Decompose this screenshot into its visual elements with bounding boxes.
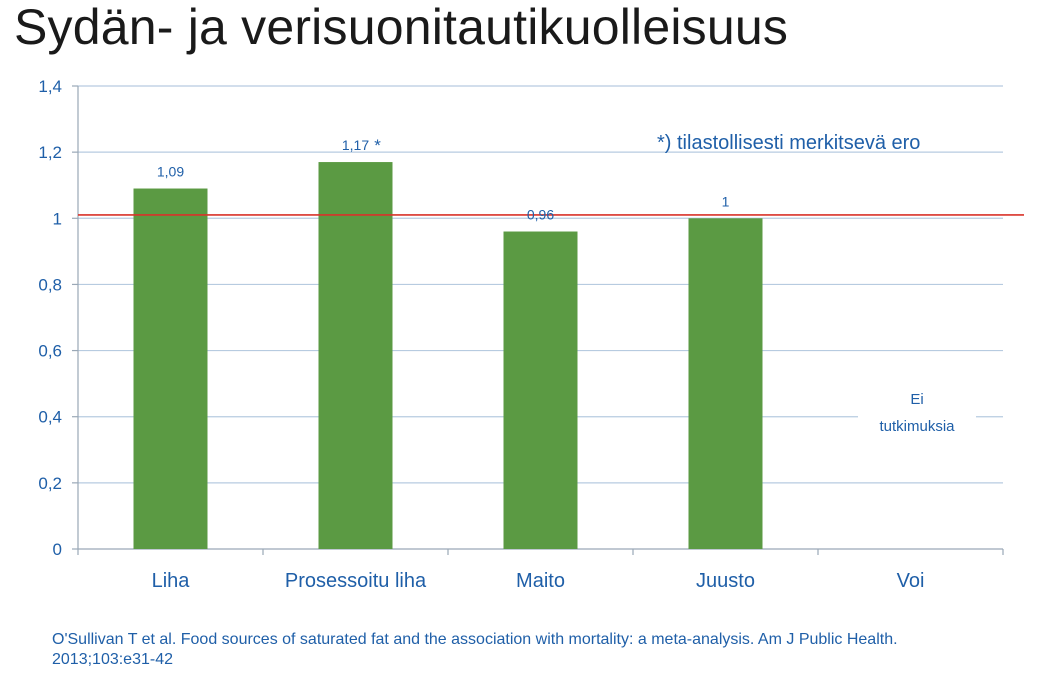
y-tick-label: 0 — [53, 540, 62, 559]
category-label: Voi — [897, 570, 925, 592]
bar — [133, 188, 208, 549]
bar-chart: 0 0,2 0,4 0,6 0,8 1 1,2 1,4 1,09 Liha 1,17 * Prosess… — [38, 77, 1024, 592]
y-tick-label: 0,4 — [38, 408, 62, 427]
data-label: 1,17 — [342, 137, 369, 153]
category-label: Juusto — [696, 570, 755, 592]
no-studies-line2: tutkimuksia — [879, 418, 955, 435]
data-label: 1 — [722, 193, 730, 209]
citation: O'Sullivan T et al. Food sources of satu… — [52, 631, 898, 668]
bar — [503, 231, 578, 549]
bar — [688, 218, 763, 550]
y-tick-label: 0,6 — [38, 342, 62, 361]
y-tick-label: 1 — [53, 209, 62, 228]
y-tick-label: 0,2 — [38, 474, 62, 493]
data-label: 0,96 — [527, 207, 554, 223]
significance-note: *) tilastollisesti merkitsevä ero — [657, 132, 921, 154]
category-label: Liha — [152, 570, 191, 592]
y-tick-label: 1,4 — [38, 77, 62, 96]
category-label: Maito — [516, 570, 565, 592]
y-tick-label: 1,2 — [38, 143, 62, 162]
no-studies-note: Ei tutkimuksia — [858, 386, 976, 440]
bar — [318, 162, 393, 550]
labels: 0 0,2 0,4 0,6 0,8 1 1,2 1,4 1,09 Liha 1,17 * Prosess… — [38, 77, 924, 592]
data-label: 1,09 — [157, 164, 184, 180]
page-title: Sydän- ja verisuonitautikuolleisuus — [14, 0, 789, 55]
category-label: Prosessoitu liha — [285, 570, 427, 592]
bars — [133, 162, 763, 550]
y-tick-label: 0,8 — [38, 275, 62, 294]
no-studies-line1: Ei — [910, 391, 924, 408]
significance-mark: * — [374, 136, 381, 155]
